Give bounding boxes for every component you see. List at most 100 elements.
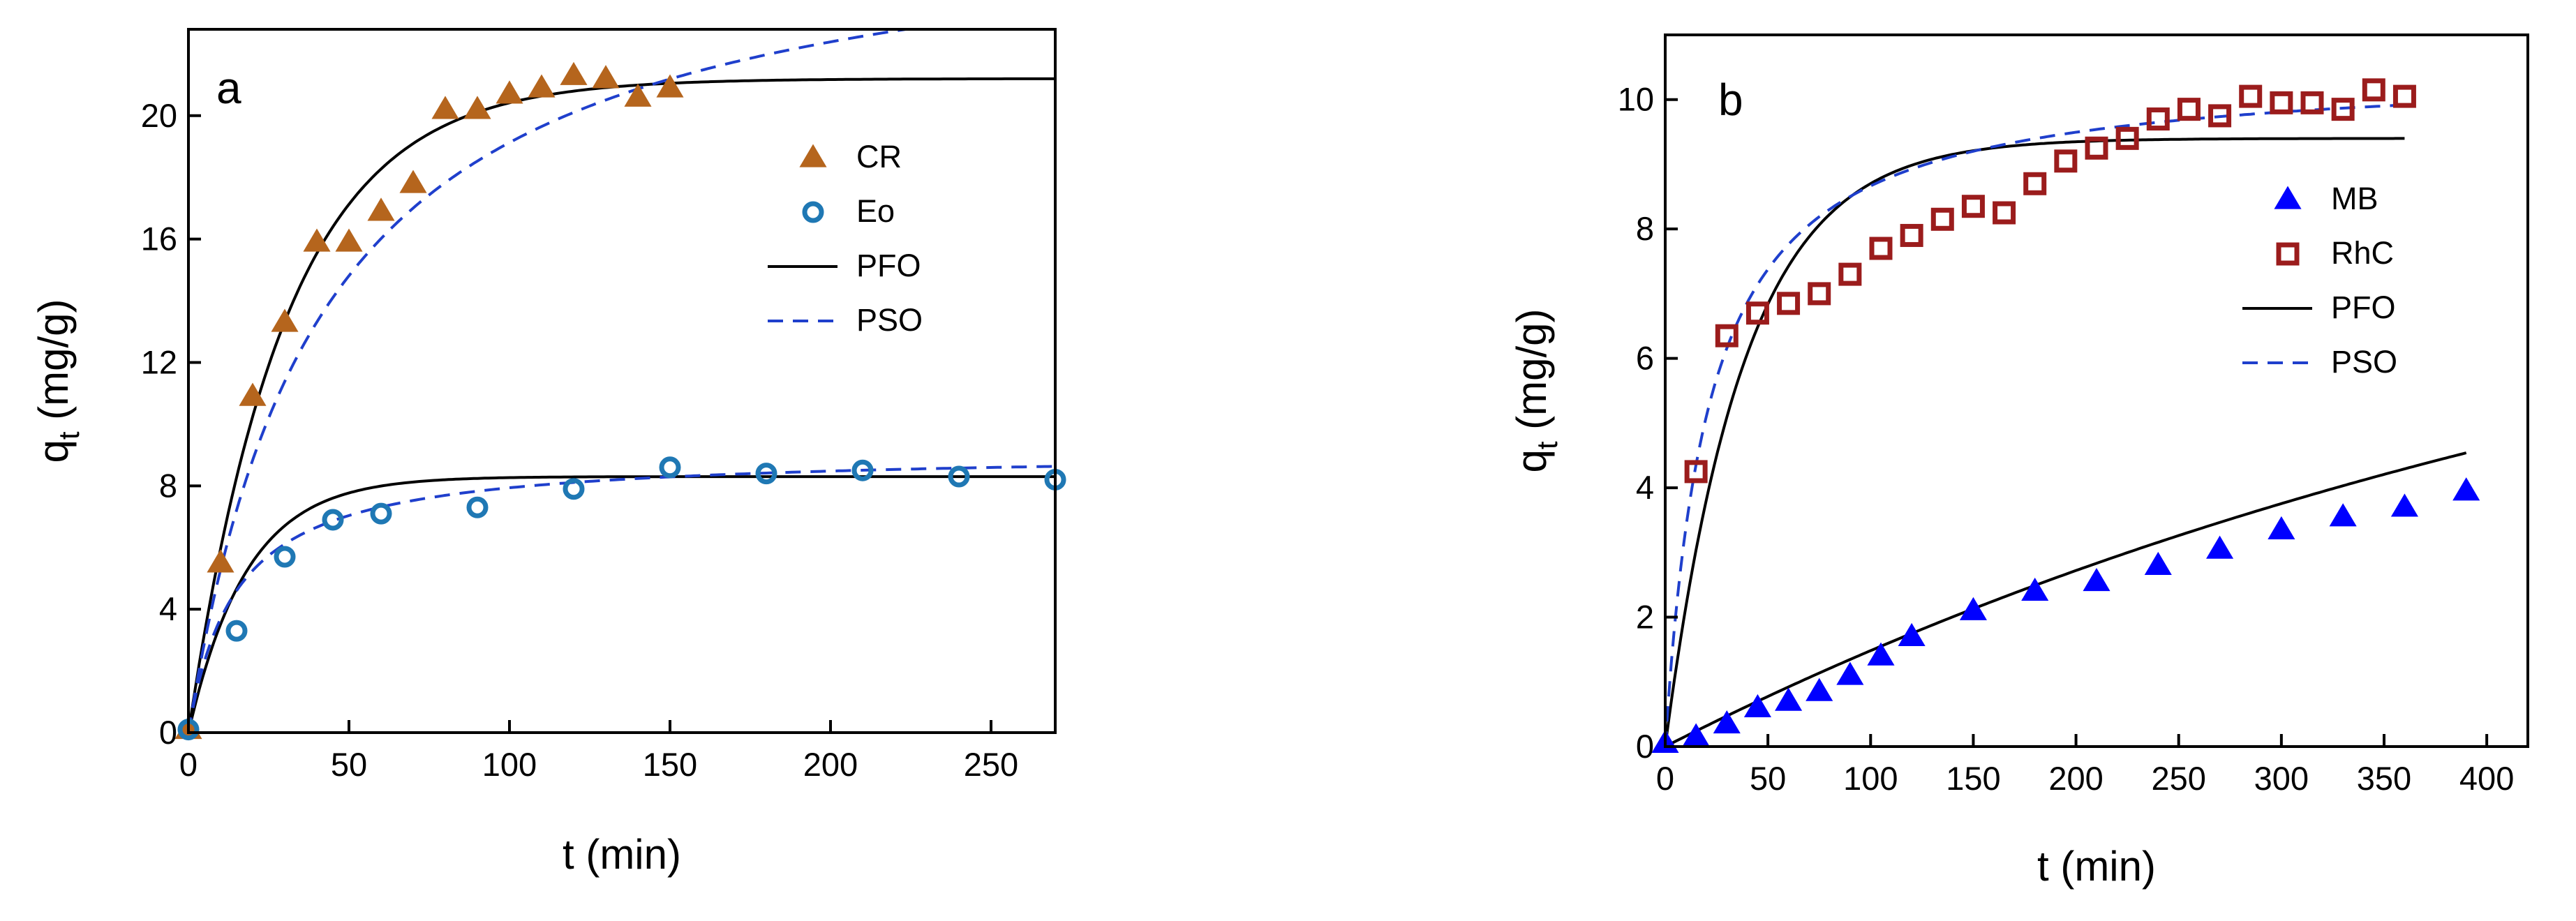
point-rhc-b-12 (2054, 149, 2078, 173)
y-axis-title-sub-a: t (52, 431, 85, 440)
point-cr-a-3 (271, 308, 299, 332)
x-tick-label-a-1: 50 (331, 746, 367, 783)
point-mb-b-11 (2083, 567, 2110, 592)
point-rhc-b-22 (2362, 78, 2385, 102)
point-eo-a-8 (755, 463, 777, 485)
legend-label-pfo-a: PFO (856, 248, 921, 283)
point-rhc-b-1 (1715, 324, 1739, 347)
x-tick-label-b-6: 300 (2254, 760, 2309, 797)
plot-frame-a (187, 28, 1057, 734)
chart-panel-b: 0 50 100 150 200 250 300 350 400 0 2 4 6 8 10 b t (mi… (1508, 33, 2529, 890)
fit-pso-curve-a-0 (188, 29, 915, 733)
x-tick-label-b-7: 350 (2357, 760, 2411, 797)
point-mb-b-2 (1713, 710, 1741, 734)
point-rhc-b-13 (2085, 136, 2108, 160)
legend-label-pfo-b: PFO (2331, 290, 2396, 325)
point-rhc-b-18 (2239, 84, 2263, 108)
y-axis-title-q-a: q (30, 440, 77, 463)
point-mb-b-5 (1806, 677, 1833, 701)
y-tick-label-b-3: 6 (1636, 340, 1654, 377)
point-mb-b-3 (1743, 694, 1771, 717)
point-eo-a-6 (563, 478, 585, 500)
point-rhc-b-8 (1930, 207, 1954, 231)
point-cr-a-9 (463, 96, 491, 119)
point-eo-a-10 (948, 465, 970, 488)
x-tick-label-b-5: 250 (2152, 760, 2206, 797)
fit-pfo-curve-b-1 (1665, 451, 2467, 747)
point-rhc-b-23 (2392, 84, 2416, 108)
y-tick-label-a-1: 4 (159, 590, 177, 627)
point-mb-b-4 (1775, 687, 1803, 711)
y-tick-label-a-4: 16 (141, 220, 177, 257)
y-axis-title-sub-b: t (1531, 441, 1563, 449)
legend-label-eo-a: Eo (856, 193, 895, 229)
y-axis-title-q-b: q (1508, 449, 1555, 472)
y-tick-label-a-5: 20 (141, 97, 177, 134)
point-mb-b-16 (2390, 493, 2418, 517)
point-cr-a-14 (624, 83, 652, 107)
legend-label-pso-b: PSO (2331, 344, 2397, 380)
point-eo-a-2 (274, 546, 296, 568)
y-tick-label-b-2: 4 (1636, 469, 1654, 506)
point-eo-a-7 (659, 456, 681, 479)
y-tick-label-a-3: 12 (141, 343, 177, 380)
y-axis-title-b: qt (mg/g) (1508, 308, 1563, 472)
y-axis-title-a: qt (mg/g) (30, 299, 85, 463)
y-axis-b: 0 2 4 6 8 10 (1618, 81, 1678, 765)
point-rhc-b-3 (1777, 292, 1801, 315)
x-axis-b: 0 50 100 150 200 250 300 350 400 (1656, 734, 2514, 797)
point-rhc-b-16 (2177, 98, 2201, 121)
point-mb-b-14 (2268, 516, 2295, 539)
point-rhc-b-10 (1993, 201, 2016, 225)
panel-label-b: b (1718, 75, 1743, 125)
point-mb-b-15 (2329, 503, 2357, 527)
fit-pso-curve-a-1 (188, 465, 1055, 733)
point-cr-a-4 (303, 228, 331, 252)
legend-label-pso-a: PSO (856, 302, 923, 338)
point-rhc-b-5 (1838, 262, 1862, 286)
point-mb-b-8 (1898, 622, 1926, 646)
x-tick-label-a-3: 150 (643, 746, 697, 783)
point-eo-a-9 (851, 459, 874, 481)
y-tick-label-a-2: 8 (159, 467, 177, 504)
x-tick-label-b-0: 0 (1656, 760, 1674, 797)
point-rhc-b-9 (1961, 195, 1985, 218)
point-mb-b-13 (2206, 535, 2234, 559)
point-cr-a-11 (528, 74, 556, 98)
legend-label-rhc-b: RhC (2331, 235, 2394, 271)
fit-pfo-curve-b-0 (1665, 137, 2405, 747)
legend-b: MB RhC PFO PSO (2242, 181, 2397, 380)
point-rhc-b-17 (2208, 104, 2232, 128)
legend-marker-rhc-b (2276, 242, 2300, 266)
x-tick-label-b-4: 200 (2048, 760, 2103, 797)
y-tick-label-a-0: 0 (159, 714, 177, 751)
point-cr-a-5 (335, 228, 363, 252)
point-rhc-b-6 (1869, 237, 1893, 260)
point-cr-a-8 (431, 96, 459, 119)
point-rhc-b-11 (2023, 172, 2047, 195)
point-rhc-b-4 (1808, 282, 1831, 306)
point-mb-b-17 (2452, 477, 2480, 501)
point-mb-b-10 (2021, 577, 2049, 601)
plot-area-b (1651, 78, 2480, 753)
y-tick-label-b-0: 0 (1636, 728, 1654, 765)
point-rhc-b-19 (2270, 91, 2293, 114)
y-axis-a: 0 4 8 12 16 20 (141, 97, 201, 751)
point-cr-a-1 (207, 549, 234, 573)
x-tick-label-b-1: 50 (1750, 760, 1786, 797)
x-tick-label-b-8: 400 (2459, 760, 2514, 797)
point-mb-b-7 (1867, 642, 1895, 666)
point-mb-b-9 (1959, 597, 1987, 620)
legend-marker-mb-b (2274, 186, 2302, 209)
point-cr-a-10 (496, 80, 523, 104)
point-mb-b-6 (1836, 661, 1864, 685)
point-rhc-b-15 (2146, 107, 2170, 131)
x-tick-label-a-0: 0 (179, 746, 198, 783)
legend-marker-cr-a (799, 144, 827, 167)
point-mb-b-1 (1682, 723, 1710, 747)
point-rhc-b-0 (1684, 460, 1708, 484)
y-axis-title-units-a: (mg/g) (30, 299, 77, 431)
y-tick-label-b-1: 2 (1636, 599, 1654, 636)
point-cr-a-13 (592, 65, 620, 89)
